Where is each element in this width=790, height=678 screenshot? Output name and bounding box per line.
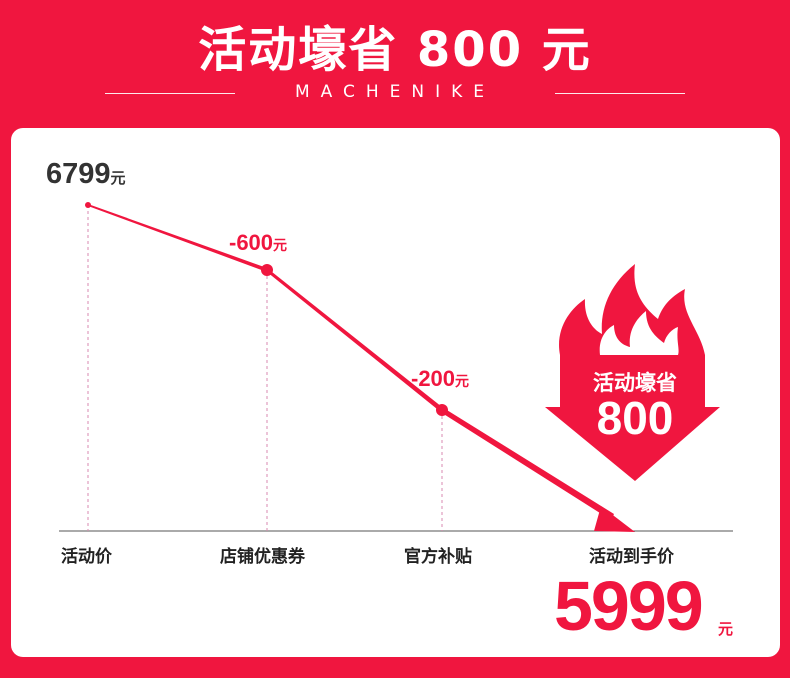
discount-label-subsidy: -200元 — [411, 366, 469, 392]
discount-value: -200 — [411, 366, 456, 391]
stage-label-activity-price: 活动价 — [61, 547, 112, 567]
price-point-2 — [436, 404, 448, 416]
brand-row: MACHENIKE — [0, 82, 790, 106]
brand-name: MACHENIKE — [294, 82, 495, 102]
price-segment-2 — [267, 268, 442, 413]
badge-amount: 800 — [596, 392, 674, 444]
price-card: 6799元 -600元 -200元 活动壕省 800 活动价 店铺优惠券 官方补… — [11, 128, 780, 657]
price-chart — [59, 202, 733, 532]
price-segment-3 — [442, 407, 614, 520]
stage-label-final-price: 活动到手价 — [589, 547, 674, 567]
final-price-unit: 元 — [718, 620, 734, 638]
stage-label-store-coupon: 店铺优惠券 — [220, 547, 305, 567]
page-header: 活动壕省 800 元 MACHENIKE — [0, 0, 790, 128]
discount-unit: 元 — [273, 237, 288, 253]
flame-arrow-icon — [545, 264, 720, 481]
discount-value: -600 — [229, 230, 274, 255]
final-price: 5999 — [554, 567, 704, 645]
brand-divider-right — [555, 93, 685, 94]
start-price: 6799元 — [46, 158, 126, 191]
start-price-value: 6799 — [46, 158, 111, 190]
badge-label: 活动壕省 — [593, 371, 677, 395]
price-arrow-head — [594, 506, 635, 532]
page-title: 活动壕省 800 元 — [198, 22, 592, 78]
start-price-unit: 元 — [110, 170, 126, 187]
brand-divider-left — [105, 93, 235, 94]
price-segment-1 — [88, 204, 267, 272]
price-point-0 — [85, 202, 91, 208]
discount-unit: 元 — [455, 373, 470, 389]
price-point-1 — [261, 264, 273, 276]
savings-badge: 活动壕省 800 — [540, 259, 730, 484]
discount-label-coupon: -600元 — [229, 230, 287, 256]
stage-label-official-subsidy: 官方补贴 — [404, 547, 472, 567]
